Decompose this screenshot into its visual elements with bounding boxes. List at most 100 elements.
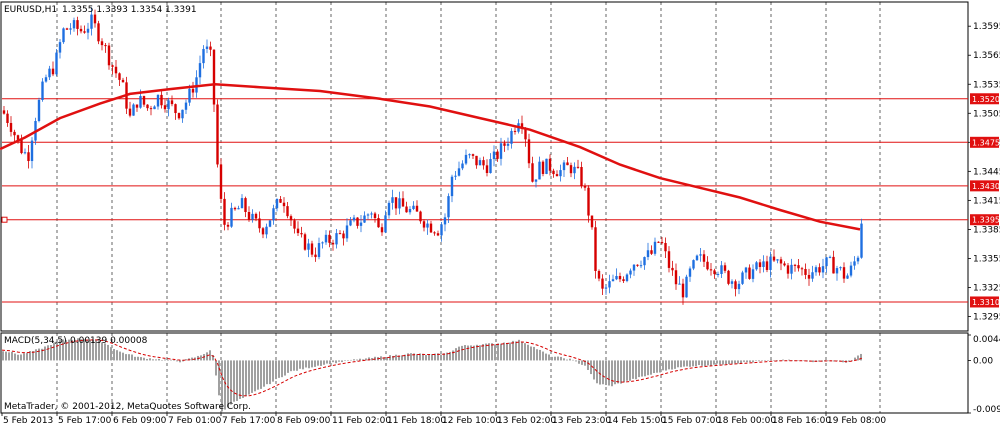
candle-body — [363, 215, 366, 223]
candle-body — [443, 217, 447, 225]
macd-bar — [704, 360, 706, 367]
macd-bar — [368, 357, 370, 361]
macd-bar — [467, 345, 469, 361]
candle-body — [202, 48, 205, 64]
macd-bar — [353, 359, 355, 361]
candle-body — [716, 273, 720, 275]
candle-body — [531, 163, 534, 182]
candle-body — [681, 283, 685, 298]
macd-bar — [119, 351, 121, 361]
macd-bar — [653, 360, 655, 374]
candle-body — [226, 224, 230, 227]
candle-body — [590, 215, 594, 228]
macd-bar — [518, 339, 520, 361]
candle-body — [545, 158, 548, 174]
macd-values: 0.00139 0.00008 — [70, 336, 148, 346]
macd-bar — [143, 357, 145, 361]
candle-body — [128, 108, 132, 116]
macd-bar — [182, 360, 184, 362]
price-tick-label: 1.3295 — [973, 312, 1000, 322]
macd-bar — [557, 356, 559, 361]
macd-bar — [578, 360, 580, 364]
candle-body — [401, 198, 405, 207]
candle-body — [405, 206, 408, 213]
macd-bar — [443, 353, 445, 361]
time-axis: 5 Feb 2013 5 Feb 17:00 6 Feb 09:00 7 Feb 01… — [1, 413, 886, 426]
candle-body — [48, 68, 51, 78]
candle-body — [300, 233, 303, 235]
macd-bar — [155, 359, 157, 361]
candle-body — [779, 259, 783, 264]
macd-bar — [473, 345, 475, 361]
candle-body — [163, 105, 167, 110]
macd-bar — [179, 360, 181, 363]
horizontal-level-lines[interactable] — [1, 98, 968, 303]
candle-body — [212, 49, 216, 105]
candle-body — [55, 52, 58, 75]
macd-bar — [254, 360, 256, 392]
price-tick-label: 1.3445 — [973, 167, 1000, 177]
time-tick-label: 5 Feb 17:00 — [58, 416, 112, 426]
candle-body — [174, 104, 177, 114]
candle-body — [842, 267, 846, 279]
macd-bar — [332, 360, 334, 363]
candle-body — [377, 218, 380, 228]
macd-bar — [797, 360, 799, 361]
macd-bar — [296, 360, 298, 371]
price-chart-panel[interactable]: 1.3595 1.3565 1.3535 1.3505 1.3475 1.3445 1.34… — [0, 1, 1000, 332]
macd-bar — [68, 339, 70, 361]
macd-bar — [263, 360, 265, 387]
candle-body — [391, 197, 394, 203]
macd-bar — [125, 354, 127, 361]
macd-bar — [227, 360, 229, 408]
macd-bar — [215, 360, 217, 376]
macd-bar — [746, 360, 748, 363]
price-tick-label: 1.3325 — [973, 283, 1000, 293]
candle-body — [447, 196, 450, 218]
candle-body — [83, 31, 86, 33]
candle-body — [272, 208, 275, 221]
candle-body — [457, 168, 461, 176]
candle-body — [702, 254, 706, 262]
candle-body — [2, 110, 6, 114]
candle-body — [786, 265, 790, 274]
candle-body — [398, 198, 401, 209]
candle-body — [860, 223, 863, 258]
macd-bar — [413, 353, 415, 361]
macd-bar — [686, 360, 688, 367]
macd-bar — [23, 353, 25, 361]
macd-bar — [338, 360, 340, 362]
candle-body — [622, 279, 625, 282]
macd-bar — [719, 360, 721, 365]
level-handle[interactable] — [1, 216, 8, 223]
macd-bar — [752, 360, 754, 363]
candle-body — [748, 267, 751, 279]
candle-body — [314, 254, 317, 258]
candle-body — [198, 63, 202, 78]
time-tick-label: 7 Feb 17:00 — [222, 416, 276, 426]
macd-bar — [482, 344, 484, 361]
macd-bar — [35, 349, 37, 361]
macd-bar — [440, 354, 442, 361]
macd-bar — [371, 358, 373, 361]
macd-bar — [461, 345, 463, 361]
macd-bar — [533, 346, 535, 361]
candle-body — [632, 264, 636, 271]
macd-bar — [212, 355, 214, 361]
candle-body — [573, 166, 576, 174]
macd-bar — [692, 360, 694, 367]
macd-panel[interactable]: 0.00445 0.00 -0.0092 MACD(5,34,5) 0.00139 … — [0, 332, 1000, 415]
candle-body — [62, 28, 65, 43]
candle-body — [548, 158, 552, 171]
macd-bar — [596, 360, 598, 384]
macd-bar — [251, 360, 253, 393]
macd-bar — [230, 360, 232, 405]
macd-bar — [470, 345, 472, 361]
candle-body — [156, 94, 160, 107]
macd-bar — [539, 349, 541, 361]
macd-bar — [404, 354, 406, 361]
candle-body — [468, 154, 471, 156]
candle-body — [566, 162, 569, 166]
macd-bar — [437, 353, 439, 361]
